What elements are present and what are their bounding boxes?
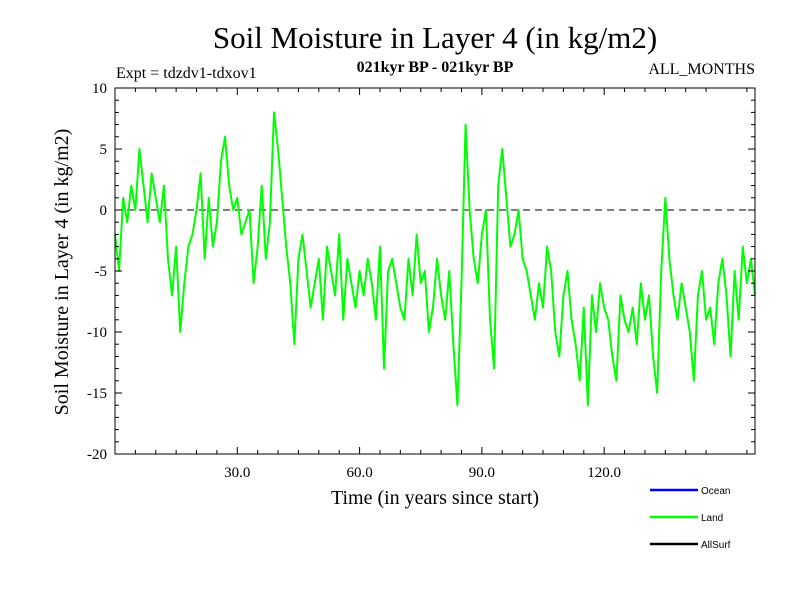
y-tick-label: 10 (92, 81, 107, 97)
y-tick-label: -5 (95, 264, 108, 280)
x-tick-label: 30.0 (224, 465, 250, 481)
chart-subtitle-right: ALL_MONTHS (648, 61, 755, 78)
legend-label-ocean: Ocean (701, 486, 730, 497)
y-tick-label: -20 (87, 447, 107, 463)
y-tick-label: 5 (100, 142, 108, 158)
chart-subtitle-center: 021kyr BP - 021kyr BP (357, 59, 514, 76)
ticks-group: 10 5 0 -5 -10 -15 -20 30.0 60.0 90.0 120.0 (87, 81, 755, 481)
y-tick-label: -15 (87, 386, 107, 402)
y-tick-label: -10 (87, 325, 107, 341)
x-tick-label: 120.0 (587, 465, 621, 481)
series-group (114, 111, 756, 407)
y-tick-label: 0 (100, 203, 108, 219)
chart-subtitle-left: Expt = tdzdv1-tdxov1 (116, 65, 257, 82)
plot-frame (114, 87, 756, 455)
legend: Ocean Land AllSurf (650, 486, 731, 551)
legend-label-land: Land (701, 513, 723, 524)
x-axis-label: Time (in years since start) (331, 487, 539, 509)
series-line-land (114, 111, 756, 407)
chart-title: Soil Moisture in Layer 4 (in kg/m2) (213, 20, 657, 55)
legend-label-allsurf: AllSurf (701, 540, 731, 551)
y-axis-label: Soil Moisture in Layer 4 (in kg/m2) (51, 129, 73, 416)
x-tick-label: 60.0 (346, 465, 372, 481)
x-tick-label: 90.0 (469, 465, 495, 481)
